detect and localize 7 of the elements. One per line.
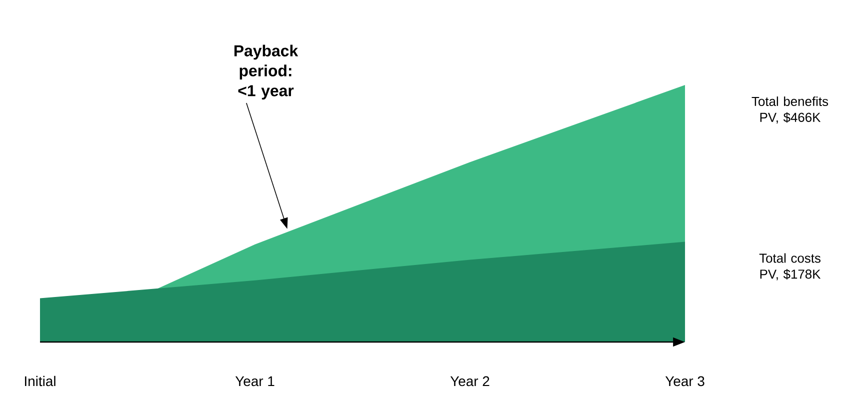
x-tick-label: Year 2	[450, 376, 490, 386]
x-tick-label: Initial	[25, 376, 56, 386]
text: Total costs PV, $178K	[759, 253, 821, 280]
text: Total benefits PV, $466K	[752, 96, 828, 124]
x-tick-label: Year 1	[235, 376, 274, 386]
x-tick-label: Year 3	[665, 376, 704, 386]
annotation: Payback period: <1 year	[234, 44, 298, 100]
